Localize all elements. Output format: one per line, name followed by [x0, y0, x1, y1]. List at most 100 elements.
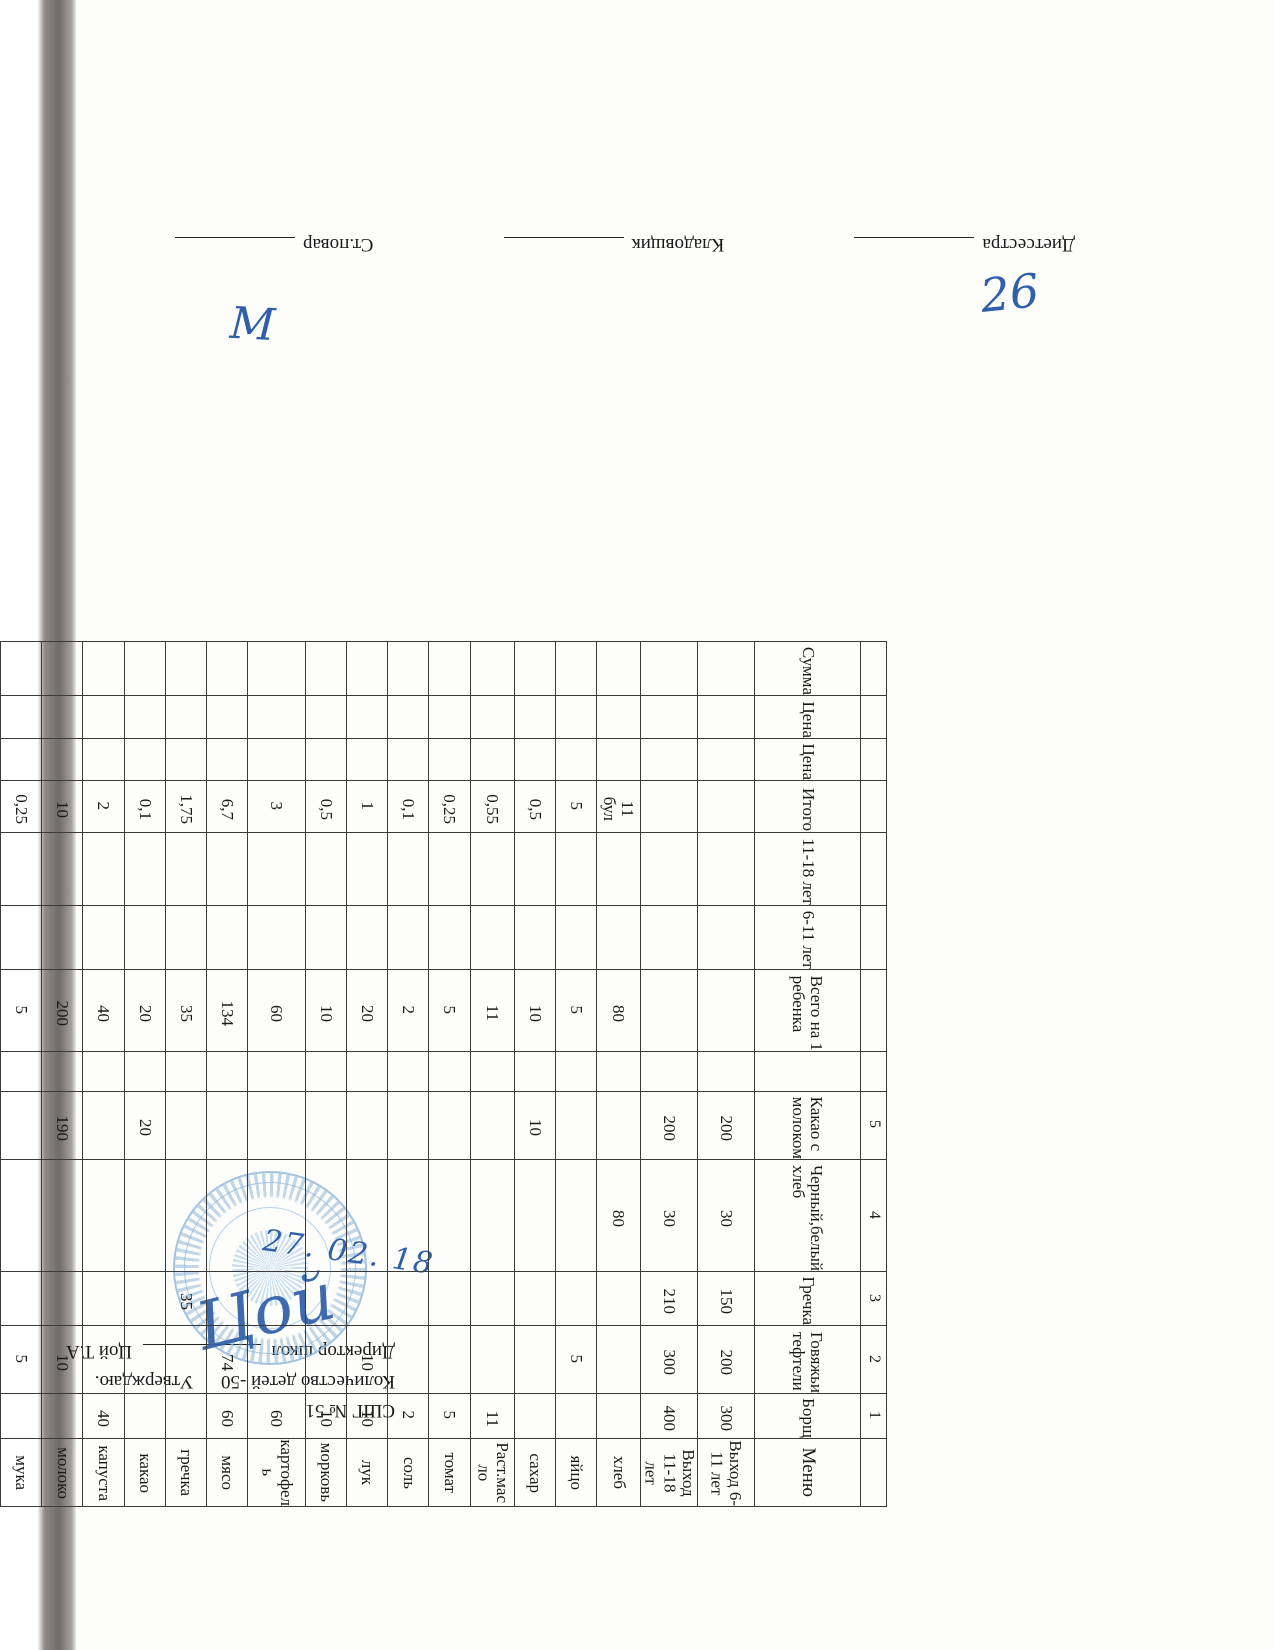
cell-rast_maslo: [470, 1051, 515, 1092]
cell-hleb: [596, 695, 641, 739]
cell-grechka: [165, 905, 207, 970]
signatory-stpovar: Ст.повар: [175, 233, 373, 255]
cell-vyhod_11_18: [640, 780, 698, 833]
cell-hleb: [596, 1326, 641, 1394]
cell-myaso: [206, 905, 248, 970]
cell-kapusta: [82, 738, 125, 781]
cell-kapusta: 40: [82, 1393, 125, 1439]
cell-moloko: [41, 695, 83, 739]
row-label: Цена: [754, 738, 861, 781]
cell-kartofel: [247, 695, 306, 739]
row-label: 6-11 лет: [754, 905, 861, 970]
cell-kapusta: [82, 905, 125, 970]
cell-yaico: [555, 1393, 597, 1439]
cell-hleb: [596, 1271, 641, 1326]
cell-myaso: [206, 1051, 248, 1092]
cell-sahar: [514, 1326, 556, 1394]
table-header-row: Меню Выход 6- 11 лет Выход 11-18 лет хле…: [0, 1438, 887, 1507]
cell-moloko: [41, 738, 83, 781]
cell-sahar: [514, 695, 556, 739]
table-row: 2 Говяжьи тефтели 200 300 5 10 74 10 5: [0, 1326, 887, 1394]
row-label: Всего на 1 ребенка: [754, 969, 861, 1052]
cell-tomat: [428, 695, 471, 739]
cell-hleb: [596, 1393, 641, 1439]
cell-muka: [0, 1051, 42, 1092]
cell-myaso: [206, 832, 248, 906]
cell-kakao: [124, 832, 166, 906]
cell-sol: [387, 1159, 429, 1272]
cell-kakao: 0,1: [124, 780, 166, 833]
cell-morkov: 10: [305, 1393, 347, 1439]
cell-yaico: 5: [555, 969, 597, 1052]
cell-kartofel: [247, 1159, 306, 1272]
cell-morkov: [305, 832, 347, 906]
cell-moloko: [41, 905, 83, 970]
cell-rast_maslo: [470, 1091, 515, 1160]
cell-tomat: 0,25: [428, 780, 471, 833]
cell-luk: [346, 832, 388, 906]
cell-luk: [346, 1051, 388, 1092]
column-header-hleb: хлеб: [596, 1438, 641, 1507]
cell-vyhod_11_18: [640, 1051, 698, 1092]
cell-muka: [0, 832, 42, 906]
cell-rast_maslo: [470, 641, 515, 696]
cell-myaso: [206, 641, 248, 696]
cell-yaico: [555, 738, 597, 781]
cell-moloko: [41, 1159, 83, 1272]
row-label: [754, 1051, 861, 1092]
cell-rast_maslo: [470, 832, 515, 906]
cell-kapusta: [82, 1159, 125, 1272]
row-label: Цена: [754, 695, 861, 739]
cell-grechka: [165, 1051, 207, 1092]
cell-yaico: 5: [555, 780, 597, 833]
cell-kapusta: [82, 1271, 125, 1326]
cell-grechka: [165, 1159, 207, 1272]
cell-moloko: [41, 1051, 83, 1092]
row-index: [860, 905, 887, 970]
cell-kakao: [124, 1271, 166, 1326]
cell-kakao: [124, 695, 166, 739]
cell-sol: [387, 738, 429, 781]
cell-myaso: 60: [206, 1393, 248, 1439]
cell-yaico: [555, 1091, 597, 1160]
cell-tomat: [428, 1271, 471, 1326]
scanner-edge-shadow: [38, 0, 76, 1650]
cell-tomat: [428, 641, 471, 696]
signatory-label: Кладовщик: [631, 234, 725, 255]
table-row: 4 Черный,белый хлеб 30 30 80: [0, 1159, 887, 1272]
cell-hleb: 80: [596, 1159, 641, 1272]
cell-vyhod_11_18: 200: [640, 1091, 698, 1160]
cell-myaso: [206, 1271, 248, 1326]
cell-sol: [387, 1326, 429, 1394]
column-header-vyhod-6-11: Выход 6- 11 лет: [697, 1438, 755, 1507]
table-row: Сумма: [0, 641, 887, 696]
cell-yaico: [555, 832, 597, 906]
cell-kakao: [124, 1159, 166, 1272]
row-index: 4: [860, 1159, 887, 1272]
cell-sol: [387, 832, 429, 906]
cell-moloko: [41, 1393, 83, 1439]
cell-rast_maslo: [470, 695, 515, 739]
row-label: Говяжьи тефтели: [754, 1326, 861, 1394]
table-row: Итого 11 бул 5 0,5 0,55 0,25 0,1 1 0,5 3 6,7 1,75 0,…: [0, 780, 887, 833]
cell-vyhod_6_11: [697, 905, 755, 970]
table-row: Цена: [0, 695, 887, 739]
menu-table-body: 1 Борщ 300 400 11 5 2 10 10 60 60 40 2 Говяжьи тефтел…: [0, 641, 887, 1439]
table-row: 6-11 лет: [0, 905, 887, 970]
cell-muka: [0, 1271, 42, 1326]
cell-morkov: [305, 905, 347, 970]
cell-rast_maslo: [470, 738, 515, 781]
cell-vyhod_11_18: 400: [640, 1393, 698, 1439]
cell-hleb: 80: [596, 969, 641, 1052]
signatory-label: Ст.повар: [303, 234, 374, 255]
cell-luk: 10: [346, 1326, 388, 1394]
column-header-kakao: какао: [124, 1438, 166, 1507]
column-header-luk: лук: [346, 1438, 388, 1507]
row-label: Какао с молоком: [754, 1091, 861, 1160]
column-header-myaso: мясо: [206, 1438, 248, 1507]
cell-morkov: [305, 1159, 347, 1272]
cell-myaso: 134: [206, 969, 248, 1052]
cell-hleb: [596, 1091, 641, 1160]
cell-luk: [346, 1159, 388, 1272]
column-header-menu: Меню: [754, 1438, 861, 1507]
